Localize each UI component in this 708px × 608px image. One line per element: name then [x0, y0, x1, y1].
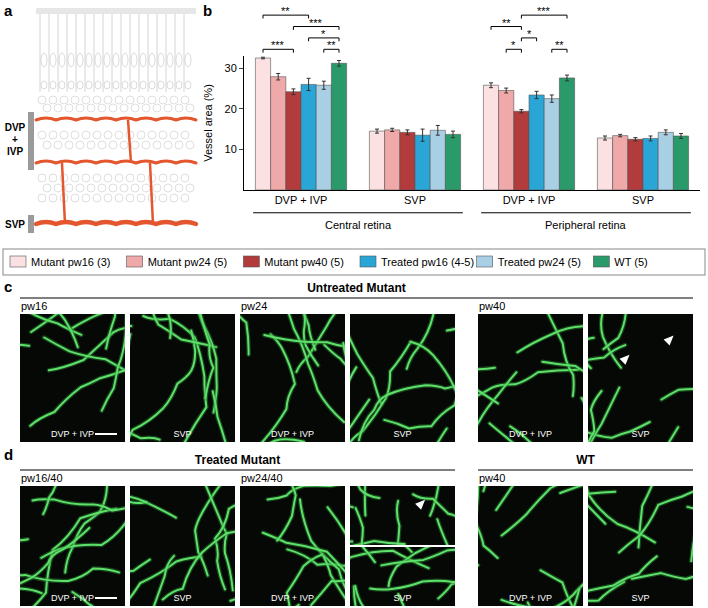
svg-text:SVP: SVP	[5, 219, 25, 230]
svg-text:DVP + IVP: DVP + IVP	[509, 593, 552, 603]
svg-text:SVP: SVP	[632, 194, 654, 206]
svg-text:DVP + IVP: DVP + IVP	[503, 194, 556, 206]
svg-text:Mutant pw40 (5): Mutant pw40 (5)	[264, 256, 343, 268]
svg-text:**: **	[327, 39, 336, 51]
svg-text:*: *	[511, 39, 516, 51]
svg-text:Mutant pw16 (3): Mutant pw16 (3)	[31, 256, 110, 268]
svg-text:WT: WT	[576, 453, 595, 467]
svg-text:**: **	[555, 39, 564, 51]
svg-text:pw24: pw24	[241, 300, 267, 312]
svg-text:DVP + IVP: DVP + IVP	[509, 429, 552, 439]
svg-text:pw40: pw40	[479, 472, 505, 484]
svg-text:SVP: SVP	[393, 429, 411, 439]
svg-text:Treated Mutant: Treated Mutant	[195, 453, 280, 467]
svg-text:10: 10	[225, 143, 237, 155]
svg-text:a: a	[4, 2, 13, 19]
svg-text:SVP: SVP	[404, 194, 426, 206]
svg-text:DVP + IVP: DVP + IVP	[271, 593, 314, 603]
svg-text:+: +	[12, 134, 18, 145]
svg-text:d: d	[4, 446, 13, 463]
svg-text:***: ***	[271, 39, 285, 51]
svg-text:DVP: DVP	[5, 122, 26, 133]
svg-text:SVP: SVP	[393, 593, 411, 603]
svg-text:30: 30	[225, 62, 237, 74]
svg-text:pw24/40: pw24/40	[241, 472, 283, 484]
svg-text:*: *	[321, 28, 326, 40]
svg-text:b: b	[203, 2, 212, 19]
svg-text:WT (5): WT (5)	[614, 256, 647, 268]
svg-text:Mutant pw24 (5): Mutant pw24 (5)	[148, 256, 227, 268]
svg-text:**: **	[502, 17, 511, 29]
svg-text:***: ***	[537, 5, 551, 17]
svg-text:SVP: SVP	[173, 429, 191, 439]
svg-text:IVP: IVP	[7, 146, 23, 157]
svg-text:Treated pw24 (5): Treated pw24 (5)	[498, 256, 581, 268]
svg-text:***: ***	[309, 17, 323, 29]
svg-text:pw16/40: pw16/40	[21, 472, 63, 484]
svg-text:DVP + IVP: DVP + IVP	[51, 593, 94, 603]
svg-text:DVP + IVP: DVP + IVP	[271, 429, 314, 439]
svg-text:Vessel area (%): Vessel area (%)	[202, 84, 214, 162]
svg-text:SVP: SVP	[173, 593, 191, 603]
svg-text:DVP + IVP: DVP + IVP	[51, 429, 94, 439]
svg-text:Treated pw16 (4-5): Treated pw16 (4-5)	[381, 256, 474, 268]
svg-text:Peripheral retina: Peripheral retina	[545, 219, 627, 231]
svg-text:*: *	[527, 28, 532, 40]
svg-text:pw16: pw16	[21, 300, 47, 312]
svg-text:SVP: SVP	[631, 593, 649, 603]
svg-text:20: 20	[225, 103, 237, 115]
svg-text:pw40: pw40	[479, 300, 505, 312]
svg-text:**: **	[281, 5, 290, 17]
svg-text:SVP: SVP	[631, 429, 649, 439]
svg-text:Central retina: Central retina	[325, 219, 392, 231]
svg-text:c: c	[4, 278, 12, 295]
svg-text:Untreated Mutant: Untreated Mutant	[307, 281, 406, 295]
svg-text:DVP + IVP: DVP + IVP	[275, 194, 328, 206]
